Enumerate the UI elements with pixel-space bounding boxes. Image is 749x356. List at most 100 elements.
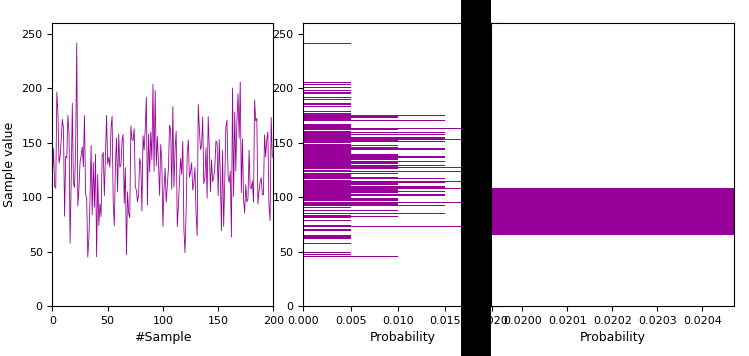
Bar bbox=[303, 128, 492, 129]
Bar bbox=[303, 192, 398, 193]
Bar bbox=[303, 181, 492, 182]
Bar bbox=[303, 106, 351, 107]
Bar bbox=[303, 134, 445, 135]
Bar bbox=[303, 120, 445, 121]
Bar bbox=[303, 111, 351, 112]
Bar bbox=[303, 187, 445, 188]
Bar bbox=[303, 82, 351, 83]
Bar bbox=[303, 119, 351, 120]
Bar bbox=[303, 196, 351, 197]
Bar bbox=[303, 188, 492, 189]
Bar bbox=[303, 125, 351, 126]
Bar bbox=[303, 124, 351, 125]
Bar bbox=[303, 114, 351, 115]
Bar bbox=[303, 141, 445, 142]
Bar bbox=[303, 207, 351, 208]
Bar bbox=[303, 216, 398, 217]
Bar bbox=[303, 226, 492, 227]
Bar bbox=[303, 204, 398, 205]
Bar bbox=[303, 194, 445, 195]
Bar bbox=[303, 158, 398, 159]
Bar bbox=[303, 131, 351, 132]
Bar bbox=[303, 237, 351, 239]
Bar bbox=[303, 129, 398, 130]
Y-axis label: Sample value: Sample value bbox=[3, 122, 16, 207]
Bar bbox=[303, 230, 351, 231]
Bar bbox=[303, 243, 351, 244]
Bar bbox=[303, 213, 445, 214]
Bar bbox=[303, 157, 445, 158]
Bar bbox=[303, 152, 351, 153]
Bar bbox=[303, 167, 539, 168]
Bar bbox=[303, 93, 351, 94]
Bar bbox=[303, 178, 445, 179]
Bar bbox=[303, 236, 351, 237]
Bar bbox=[303, 137, 445, 138]
Bar bbox=[303, 133, 351, 134]
Bar bbox=[303, 205, 445, 206]
Bar bbox=[303, 87, 351, 88]
Bar bbox=[303, 142, 351, 143]
Bar bbox=[303, 126, 351, 128]
Bar bbox=[303, 155, 398, 156]
Bar bbox=[303, 164, 445, 166]
Bar bbox=[303, 147, 398, 148]
Bar bbox=[303, 254, 351, 255]
Bar bbox=[303, 197, 351, 198]
Bar bbox=[303, 170, 351, 171]
Bar bbox=[303, 162, 398, 163]
Bar bbox=[303, 183, 398, 184]
Bar bbox=[303, 145, 398, 146]
Bar bbox=[303, 90, 351, 91]
Bar bbox=[303, 168, 398, 169]
Bar bbox=[303, 104, 351, 105]
Bar bbox=[303, 252, 351, 253]
Bar bbox=[303, 198, 398, 199]
Bar bbox=[303, 135, 351, 136]
Bar bbox=[303, 160, 351, 161]
Bar bbox=[303, 148, 445, 150]
Bar bbox=[303, 229, 351, 230]
Bar bbox=[303, 173, 398, 174]
Bar bbox=[303, 163, 351, 164]
Bar bbox=[303, 117, 398, 118]
X-axis label: Probability: Probability bbox=[579, 331, 646, 345]
Bar bbox=[303, 217, 351, 218]
Bar bbox=[303, 84, 351, 85]
Bar bbox=[303, 189, 398, 190]
Bar bbox=[303, 150, 445, 151]
Bar bbox=[303, 177, 398, 178]
Bar bbox=[303, 146, 351, 147]
Bar bbox=[303, 199, 398, 200]
Bar bbox=[303, 176, 351, 177]
Bar bbox=[303, 154, 398, 155]
Bar bbox=[303, 103, 351, 104]
Bar bbox=[303, 161, 445, 162]
Bar bbox=[303, 193, 351, 194]
Bar bbox=[303, 185, 351, 187]
Bar bbox=[303, 166, 398, 167]
X-axis label: Probability: Probability bbox=[369, 331, 436, 345]
Bar bbox=[303, 144, 351, 145]
Bar bbox=[303, 140, 398, 141]
Bar bbox=[303, 118, 351, 119]
Bar bbox=[303, 220, 351, 221]
Bar bbox=[303, 191, 445, 192]
Bar bbox=[303, 256, 398, 257]
Bar bbox=[303, 201, 539, 203]
Bar bbox=[303, 171, 492, 172]
X-axis label: #Sample: #Sample bbox=[134, 331, 192, 345]
Bar bbox=[303, 180, 351, 181]
Bar bbox=[303, 182, 445, 183]
Bar bbox=[303, 203, 398, 204]
Bar bbox=[478, 159, 492, 173]
Bar bbox=[303, 99, 351, 100]
Bar bbox=[303, 159, 398, 160]
Bar bbox=[303, 174, 351, 176]
Bar bbox=[303, 156, 445, 157]
Bar bbox=[303, 136, 351, 137]
Bar bbox=[303, 97, 351, 98]
Bar bbox=[303, 195, 445, 196]
Bar bbox=[303, 235, 351, 236]
Bar bbox=[303, 210, 398, 211]
